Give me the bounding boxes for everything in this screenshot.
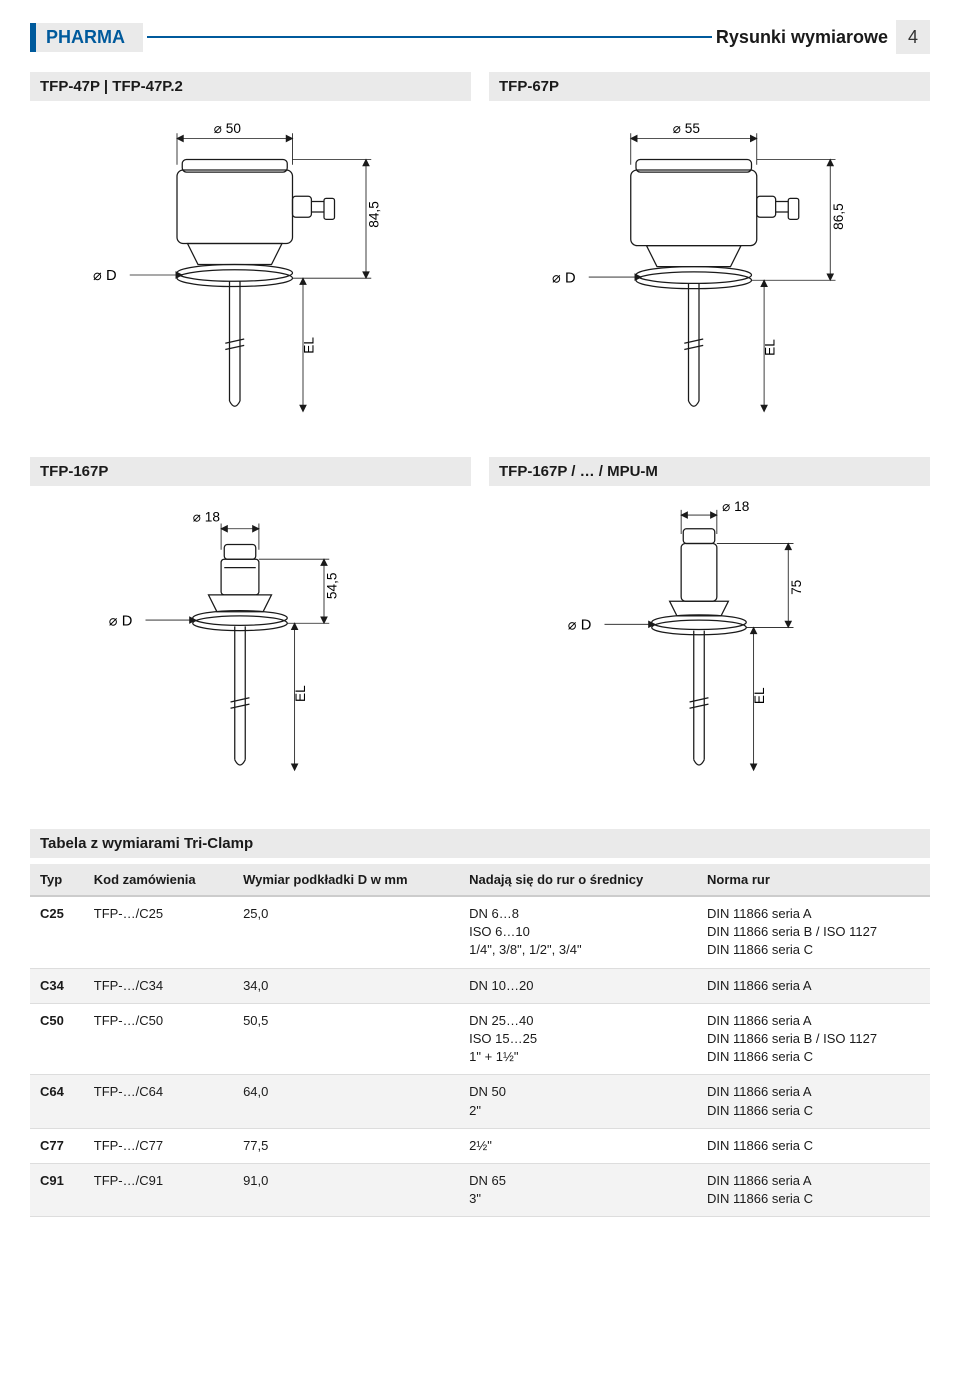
table-cell: 50,5 (233, 1003, 459, 1075)
table-cell: 77,5 (233, 1128, 459, 1163)
table-cell: C77 (30, 1128, 84, 1163)
sensor-drawing: ⌀ 55 ⌀ D 86,5 EL (489, 107, 930, 443)
figure-title: TFP-167P / … / MPU-M (489, 457, 930, 486)
table-cell: DN 502" (459, 1075, 697, 1128)
table-cell: C91 (30, 1163, 84, 1216)
header-title: Rysunki wymiarowe (716, 27, 888, 48)
table-title: Tabela z wymiarami Tri-Clamp (30, 829, 930, 858)
dimensions-table: Typ Kod zamówienia Wymiar podkładki D w … (30, 864, 930, 1217)
dim-d: ⌀ D (93, 268, 117, 284)
dim-height: 84,5 (367, 201, 382, 228)
table-cell: DIN 11866 seria ADIN 11866 seria B / ISO… (697, 1003, 930, 1075)
table-col: Typ (30, 864, 84, 896)
table-cell: DN 25…40ISO 15…251" + 1½" (459, 1003, 697, 1075)
page-number: 4 (896, 20, 930, 54)
figure-panel: TFP-67P ⌀ 55 (489, 72, 930, 443)
table-cell: 64,0 (233, 1075, 459, 1128)
dim-el: EL (293, 685, 308, 702)
page-header: PHARMA Rysunki wymiarowe 4 (30, 20, 930, 54)
table-cell: DN 6…8ISO 6…101/4", 3/8", 1/2", 3/4" (459, 896, 697, 968)
header-tab: PHARMA (30, 23, 143, 52)
table-cell: TFP-…/C25 (84, 896, 233, 968)
dim-height: 75 (789, 579, 804, 595)
table-cell: 2½" (459, 1128, 697, 1163)
dim-top: ⌀ 18 (193, 509, 220, 524)
dim-height: 86,5 (831, 203, 846, 230)
table-cell: DN 10…20 (459, 968, 697, 1003)
table-cell: DIN 11866 seria ADIN 11866 seria C (697, 1163, 930, 1216)
dim-top: ⌀ 50 (214, 121, 242, 136)
dim-top: ⌀ 55 (673, 121, 701, 136)
sensor-drawing: ⌀ 18 ⌀ D 75 EL (489, 492, 930, 807)
table-cell: TFP-…/C50 (84, 1003, 233, 1075)
table-cell: 34,0 (233, 968, 459, 1003)
figure-title: TFP-167P (30, 457, 471, 486)
table-cell: DN 653" (459, 1163, 697, 1216)
table-row: C77TFP-…/C7777,52½"DIN 11866 seria C (30, 1128, 930, 1163)
table-row: C91TFP-…/C9191,0DN 653"DIN 11866 seria A… (30, 1163, 930, 1216)
table-cell: DIN 11866 seria ADIN 11866 seria B / ISO… (697, 896, 930, 968)
table-cell: TFP-…/C77 (84, 1128, 233, 1163)
dim-el: EL (763, 339, 778, 356)
header-divider (147, 36, 712, 38)
figures-grid: TFP-47P | TFP-47P.2 (30, 72, 930, 807)
figure-panel: TFP-167P / … / MPU-M ⌀ 18 (489, 457, 930, 807)
table-header-row: Typ Kod zamówienia Wymiar podkładki D w … (30, 864, 930, 896)
table-row: C34TFP-…/C3434,0DN 10…20DIN 11866 seria … (30, 968, 930, 1003)
dim-height: 54,5 (325, 572, 340, 599)
dim-d: ⌀ D (552, 270, 576, 286)
table-cell: TFP-…/C34 (84, 968, 233, 1003)
sensor-drawing: ⌀ 50 ⌀ D 84,5 EL (30, 107, 471, 443)
table-cell: TFP-…/C64 (84, 1075, 233, 1128)
table-row: C25TFP-…/C2525,0DN 6…8ISO 6…101/4", 3/8"… (30, 896, 930, 968)
table-cell: 25,0 (233, 896, 459, 968)
table-cell: C50 (30, 1003, 84, 1075)
table-cell: C25 (30, 896, 84, 968)
dim-d: ⌀ D (109, 613, 133, 629)
sensor-drawing: ⌀ 18 ⌀ D 54,5 EL (30, 492, 471, 807)
table-cell: C34 (30, 968, 84, 1003)
table-row: C50TFP-…/C5050,5DN 25…40ISO 15…251" + 1½… (30, 1003, 930, 1075)
table-col: Wymiar podkładki D w mm (233, 864, 459, 896)
dim-el: EL (752, 687, 767, 704)
figure-panel: TFP-167P (30, 457, 471, 807)
figure-panel: TFP-47P | TFP-47P.2 (30, 72, 471, 443)
dim-d: ⌀ D (568, 618, 592, 634)
table-cell: DIN 11866 seria A (697, 968, 930, 1003)
table-cell: 91,0 (233, 1163, 459, 1216)
figure-title: TFP-67P (489, 72, 930, 101)
table-col: Kod zamówienia (84, 864, 233, 896)
figure-title: TFP-47P | TFP-47P.2 (30, 72, 471, 101)
table-cell: DIN 11866 seria ADIN 11866 seria C (697, 1075, 930, 1128)
dim-el: EL (301, 337, 316, 354)
table-row: C64TFP-…/C6464,0DN 502"DIN 11866 seria A… (30, 1075, 930, 1128)
table-col: Nadają się do rur o średnicy (459, 864, 697, 896)
table-cell: C64 (30, 1075, 84, 1128)
dim-top: ⌀ 18 (722, 499, 749, 514)
table-cell: DIN 11866 seria C (697, 1128, 930, 1163)
table-cell: TFP-…/C91 (84, 1163, 233, 1216)
table-col: Norma rur (697, 864, 930, 896)
